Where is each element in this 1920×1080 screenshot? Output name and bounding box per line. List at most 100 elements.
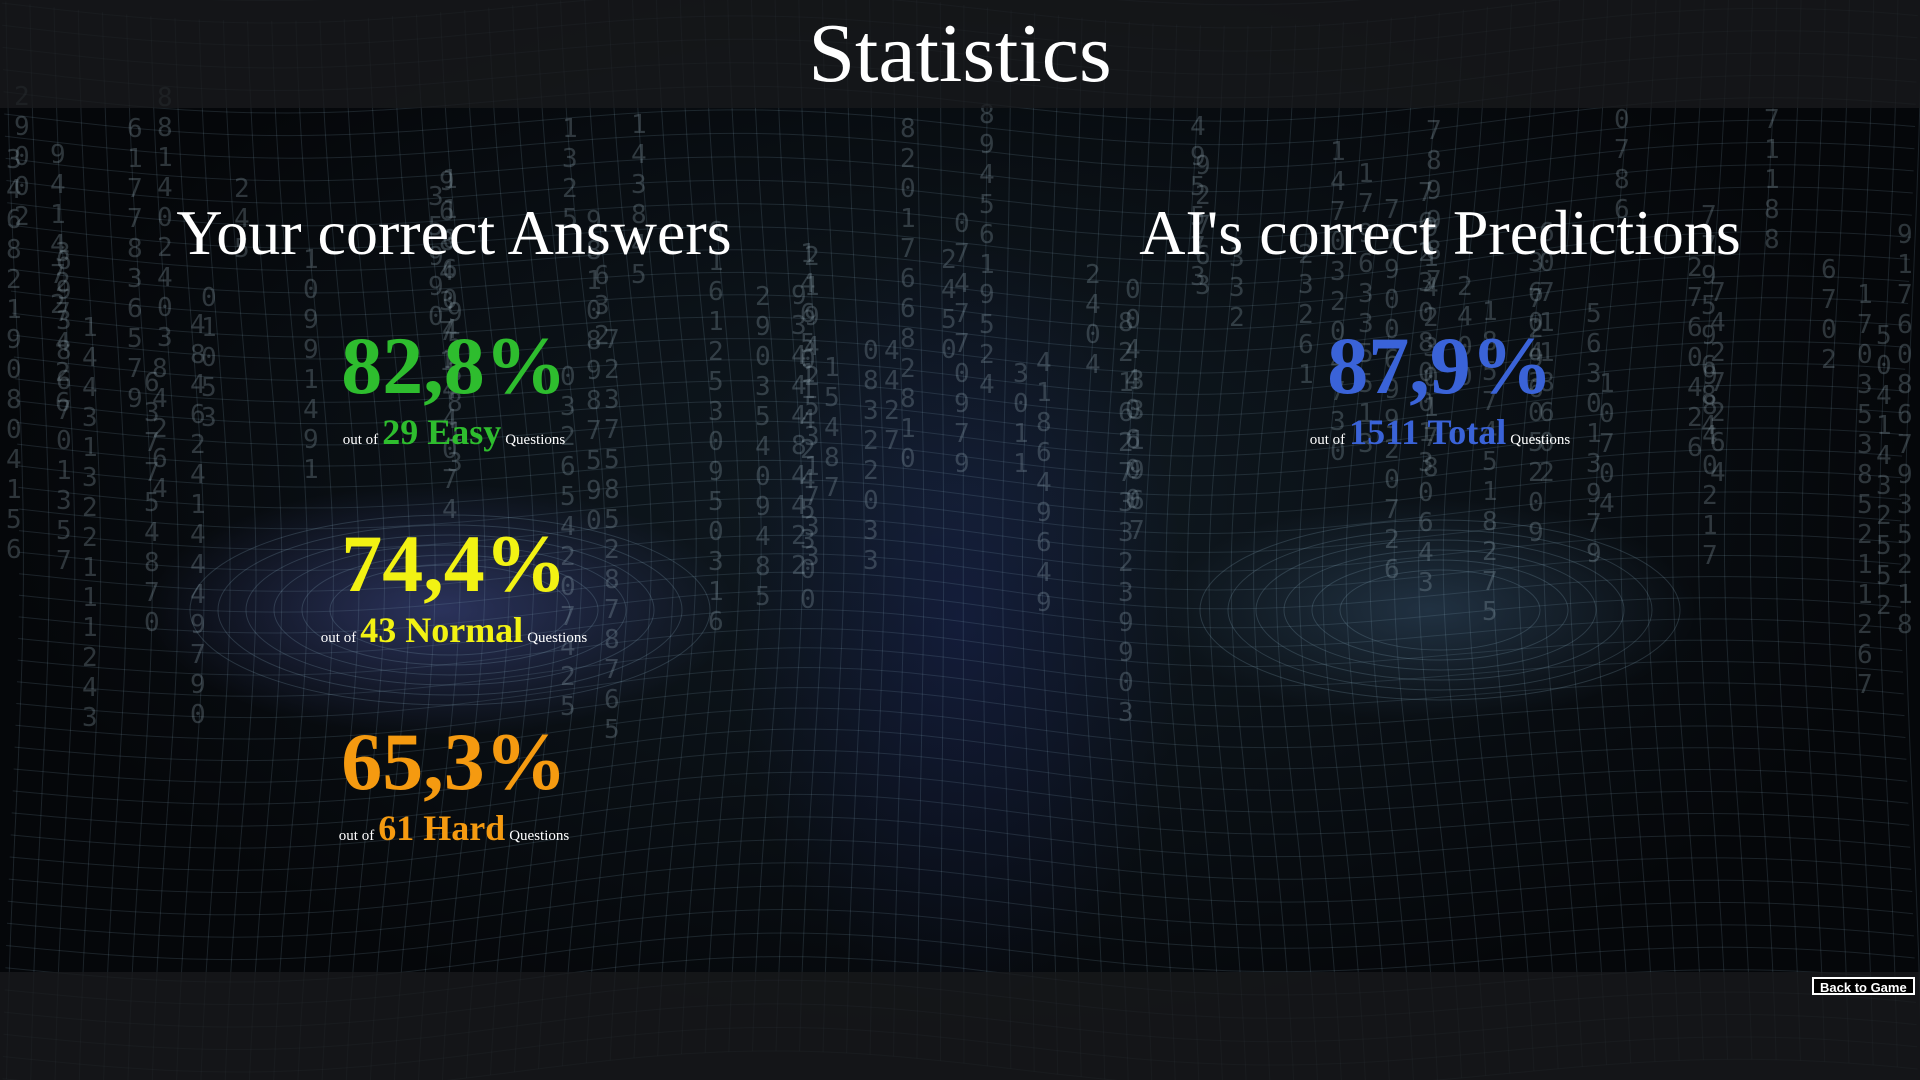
matrix-digit: 7 <box>144 578 160 608</box>
hard-percent: 65,3% <box>341 716 567 807</box>
matrix-digit: 3 <box>863 546 879 576</box>
matrix-digit: 7 <box>884 426 900 456</box>
normal-count-line: out of 43 Normal Questions <box>0 610 914 658</box>
matrix-digit: 5 <box>428 212 444 242</box>
matrix-digit: 5 <box>560 482 576 512</box>
ai-total-count-line: out of 1511 Total Questions <box>960 412 1920 460</box>
matrix-digit: 4 <box>979 160 995 190</box>
mesh-line <box>1853 0 1875 1065</box>
matrix-digit: 6 <box>1384 345 1400 375</box>
matrix-digit: 4 <box>800 465 816 495</box>
matrix-digit: 8 <box>157 113 173 143</box>
mesh-line <box>53 7 76 1080</box>
matrix-digit: 8 <box>1426 146 1442 176</box>
matrix-digit: 1 <box>800 239 816 269</box>
matrix-digit: 7 <box>442 465 458 495</box>
mesh-line <box>18 609 1902 655</box>
mesh-line <box>464 9 511 1079</box>
mesh-line <box>1208 25 1249 1080</box>
matrix-digit: 2 <box>1195 181 1211 211</box>
mesh-line <box>1749 0 1778 1060</box>
matrix-digit: 1 <box>1586 419 1602 449</box>
mesh-line <box>939 2 945 1061</box>
matrix-digit: 0 <box>428 302 444 332</box>
matrix-digit: 6 <box>1897 400 1913 430</box>
matrix-digit: 3 <box>1129 396 1145 426</box>
matrix-digit: 7 <box>127 174 143 204</box>
matrix-digit: 7 <box>1384 195 1400 225</box>
matrix-digit: 3 <box>708 547 724 577</box>
mesh-line <box>1620 0 1657 1062</box>
mesh-line <box>8 208 1912 262</box>
matrix-digit: 5 <box>1190 172 1206 202</box>
matrix-digit: 4 <box>1036 468 1052 498</box>
title-band <box>0 0 1920 108</box>
mesh-line <box>703 0 741 1053</box>
matrix-digit: 5 <box>56 516 72 546</box>
normal-stat: 74,4% out of 43 Normal Questions <box>0 518 914 716</box>
mesh-line <box>1275 23 1320 1080</box>
matrix-digit: 8 <box>1539 368 1555 398</box>
matrix-digit: 8 <box>1701 381 1717 411</box>
matrix-digit: 2 <box>1857 520 1873 550</box>
eye-contour <box>1283 549 1597 671</box>
matrix-digit: 8 <box>6 235 22 265</box>
matrix-digit: 0 <box>560 362 576 392</box>
matrix-digit: 4 <box>157 173 173 203</box>
matrix-digit: 6 <box>439 197 455 227</box>
matrix-digit: 9 <box>447 298 463 328</box>
matrix-digit: 0 <box>157 203 173 233</box>
matrix-digit: 7 <box>604 655 620 685</box>
back-to-game-button[interactable]: Back to Game <box>1812 977 1915 995</box>
mesh-line <box>11 771 1909 827</box>
matrix-digit: 6 <box>1118 398 1134 428</box>
mesh-line <box>608 0 652 1061</box>
mesh-line <box>102 12 128 1080</box>
mesh-line <box>1568 0 1609 1065</box>
matrix-digit: 1 <box>157 143 173 173</box>
matrix-digit: 4 <box>1125 335 1141 365</box>
matrix-digit: 3 <box>1118 488 1134 518</box>
eye-contour <box>329 564 571 656</box>
mesh-line <box>679 0 719 1055</box>
matrix-digit: 1 <box>442 195 458 225</box>
matrix-digit: 7 <box>1710 368 1726 398</box>
matrix-digit: 4 <box>82 343 98 373</box>
matrix-digit: 0 <box>1125 455 1141 485</box>
matrix-digit: 9 <box>1118 638 1134 668</box>
matrix-digit: 9 <box>954 449 970 479</box>
matrix-digit: 1 <box>1013 449 1029 479</box>
mesh-line <box>10 793 1910 849</box>
mesh-line <box>18 590 1902 634</box>
mesh-line <box>14 362 1906 416</box>
matrix-digit: 9 <box>1036 588 1052 618</box>
matrix-digit: 3 <box>863 516 879 546</box>
matrix-digit: 0 <box>863 336 879 366</box>
matrix-digit: 7 <box>954 419 970 449</box>
matrix-digit: 3 <box>1586 359 1602 389</box>
mesh-line <box>1165 25 1201 1080</box>
matrix-digit: 0 <box>56 426 72 456</box>
matrix-digit: 2 <box>900 144 916 174</box>
matrix-digit: 8 <box>447 388 463 418</box>
mesh-line <box>18 571 1902 613</box>
matrix-digit: 9 <box>1586 539 1602 569</box>
matrix-digit: 2 <box>1298 300 1314 330</box>
matrix-digit: 3 <box>6 145 22 175</box>
matrix-digit: 7 <box>1330 377 1346 407</box>
mesh-line <box>18 512 1902 553</box>
matrix-digit: 6 <box>442 255 458 285</box>
matrix-digit: 4 <box>1687 373 1703 403</box>
matrix-digit: 4 <box>82 673 98 703</box>
matrix-digit: 4 <box>190 370 206 400</box>
matrix-digit: 7 <box>1897 280 1913 310</box>
matrix-digit: 0 <box>941 335 957 365</box>
matrix-digit: 8 <box>1764 195 1780 225</box>
matrix-digit: 7 <box>824 473 840 503</box>
matrix-digit: 4 <box>631 230 647 260</box>
matrix-digit: 4 <box>6 445 22 475</box>
matrix-digit: 6 <box>1418 208 1434 238</box>
eye-contour <box>217 524 683 696</box>
matrix-digit: 7 <box>804 482 820 512</box>
matrix-digit: 9 <box>1423 213 1439 243</box>
